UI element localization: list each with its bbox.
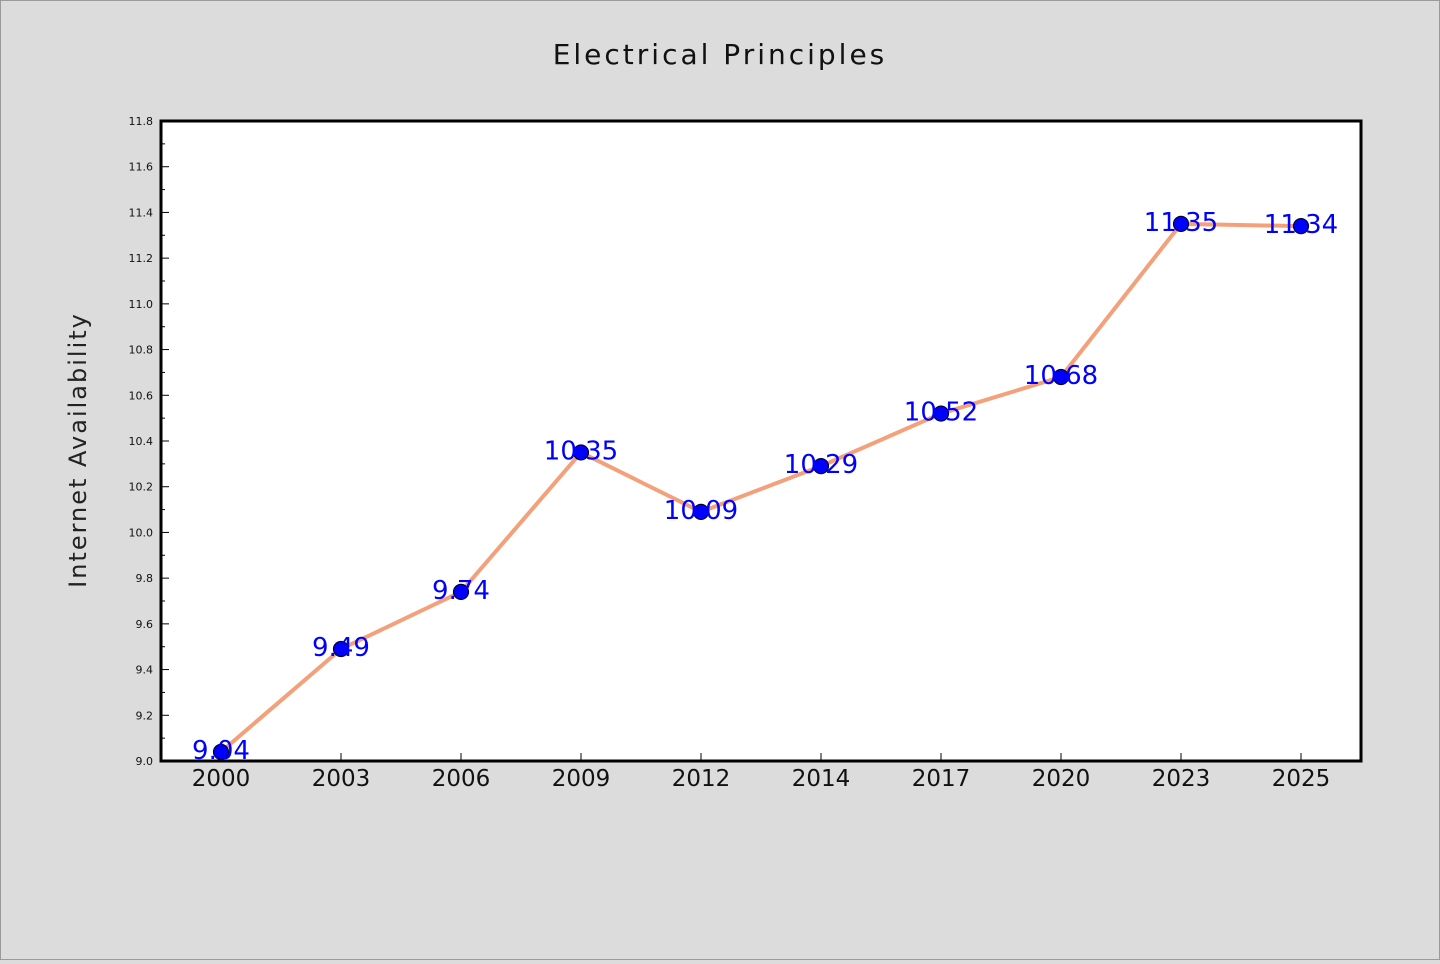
y-tick-label: 11.6 [129,161,154,174]
y-tick-label: 10.6 [129,389,154,402]
x-tick-label: 2023 [1152,766,1211,792]
data-label: 10.68 [1024,361,1098,391]
data-label: 11.35 [1144,208,1218,238]
data-label: 9.49 [312,633,370,663]
y-tick-label: 10.0 [129,526,154,539]
data-label: 9.74 [432,576,490,606]
x-tick-label: 2000 [192,766,251,792]
y-tick-label: 10.4 [129,435,154,448]
y-tick-label: 11.2 [129,252,154,265]
data-point-marker [692,503,710,520]
data-label: 10.29 [784,450,858,480]
plot-border [159,119,1363,763]
data-label: 11.34 [1264,210,1338,240]
data-point-marker [932,405,950,422]
x-tick-label: 2006 [432,766,491,792]
y-tick-label: 11.0 [129,298,154,311]
y-tick-label: 11.8 [129,115,154,128]
x-tick-label: 2009 [552,766,611,792]
data-point-marker [812,458,830,475]
data-point-marker [452,583,470,600]
data-label: 10.52 [904,398,978,428]
data-label: 10.09 [664,496,738,526]
x-tick-label: 2025 [1272,766,1331,792]
x-tick-label: 2017 [912,766,971,792]
chart-title: Electrical Principles [553,38,888,71]
y-tick-label: 9.6 [136,618,154,631]
y-tick-label: 11.4 [129,206,154,219]
data-point-marker [1292,218,1310,235]
x-tick-label: 2020 [1032,766,1091,792]
y-tick-label: 10.2 [129,481,154,494]
y-tick-label: 9.4 [136,664,154,677]
data-labels-group: 9.049.499.7410.3510.0910.2910.5210.6811.… [192,208,1338,766]
x-axis-ticks: 2000 2003 2006 2009 2012 2014 2017 2020 2023 2025 [192,753,1331,792]
y-axis-label: Internet Availability [64,312,92,588]
y-tick-label: 9.2 [136,709,154,722]
data-point-marker [332,640,350,658]
y-tick-label: 9.8 [136,572,154,585]
x-tick-label: 2003 [312,766,371,792]
data-point-marker [212,743,230,760]
data-point-marker [572,444,590,461]
plot-area [161,121,1361,761]
x-tick-label: 2014 [792,766,851,792]
data-point-marker [1052,368,1070,386]
data-point-marker [1172,215,1190,232]
series-group [212,215,1310,760]
series-line [219,221,1302,754]
y-axis-ticks: 9.0 9.2 9.4 9.6 9.8 10.0 10.2 10.4 10.6 10.8 11.0 1… [129,115,169,768]
data-label: 10.35 [544,436,618,466]
y-tick-label: 9.0 [136,755,154,768]
x-tick-label: 2012 [672,766,731,792]
y-tick-label: 10.8 [129,344,154,357]
